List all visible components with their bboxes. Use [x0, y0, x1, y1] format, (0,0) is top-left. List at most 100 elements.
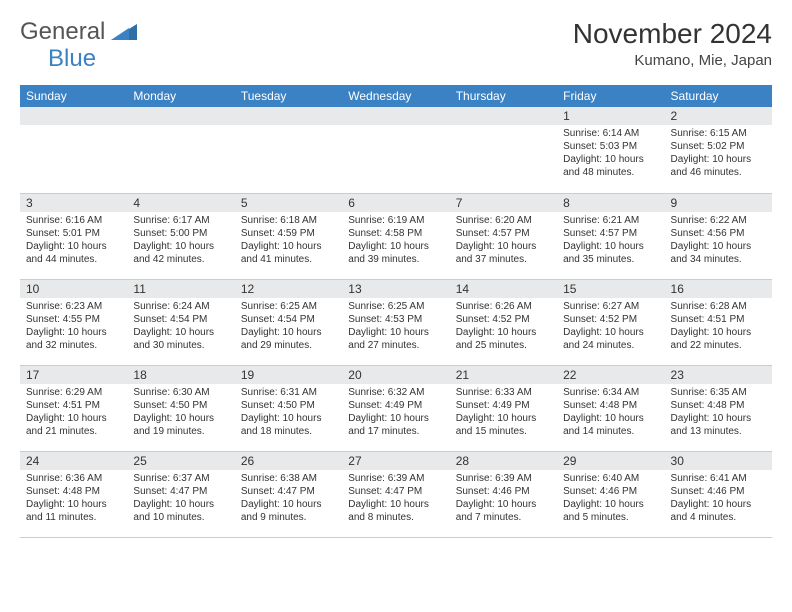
day-number: 7: [450, 194, 557, 212]
daylight-text-2: and 15 minutes.: [456, 425, 551, 438]
daylight-text-2: and 30 minutes.: [133, 339, 228, 352]
sunset-text: Sunset: 4:48 PM: [671, 399, 766, 412]
sunset-text: Sunset: 4:48 PM: [26, 485, 121, 498]
day-data: Sunrise: 6:39 AMSunset: 4:47 PMDaylight:…: [342, 470, 449, 528]
day-number: 3: [20, 194, 127, 212]
sunrise-text: Sunrise: 6:17 AM: [133, 214, 228, 227]
daylight-text-1: Daylight: 10 hours: [133, 498, 228, 511]
day-number: 21: [450, 366, 557, 384]
day-number: 11: [127, 280, 234, 298]
calendar-day-cell: 13Sunrise: 6:25 AMSunset: 4:53 PMDayligh…: [342, 279, 449, 365]
daylight-text-1: Daylight: 10 hours: [563, 153, 658, 166]
sunset-text: Sunset: 4:56 PM: [671, 227, 766, 240]
calendar-day-cell: 6Sunrise: 6:19 AMSunset: 4:58 PMDaylight…: [342, 193, 449, 279]
calendar-week-row: 1Sunrise: 6:14 AMSunset: 5:03 PMDaylight…: [20, 107, 772, 193]
daylight-text-1: Daylight: 10 hours: [241, 240, 336, 253]
daylight-text-1: Daylight: 10 hours: [563, 498, 658, 511]
daylight-text-2: and 21 minutes.: [26, 425, 121, 438]
sunset-text: Sunset: 5:03 PM: [563, 140, 658, 153]
daylight-text-2: and 14 minutes.: [563, 425, 658, 438]
calendar-day-cell: 15Sunrise: 6:27 AMSunset: 4:52 PMDayligh…: [557, 279, 664, 365]
daylight-text-2: and 27 minutes.: [348, 339, 443, 352]
day-number: 23: [665, 366, 772, 384]
calendar-day-cell: 23Sunrise: 6:35 AMSunset: 4:48 PMDayligh…: [665, 365, 772, 451]
day-number: 10: [20, 280, 127, 298]
sunrise-text: Sunrise: 6:37 AM: [133, 472, 228, 485]
day-number: 4: [127, 194, 234, 212]
daylight-text-1: Daylight: 10 hours: [26, 498, 121, 511]
weekday-header: Saturday: [665, 85, 772, 107]
weekday-header: Monday: [127, 85, 234, 107]
daylight-text-2: and 5 minutes.: [563, 511, 658, 524]
daylight-text-2: and 48 minutes.: [563, 166, 658, 179]
sunrise-text: Sunrise: 6:14 AM: [563, 127, 658, 140]
day-data: Sunrise: 6:18 AMSunset: 4:59 PMDaylight:…: [235, 212, 342, 270]
daylight-text-1: Daylight: 10 hours: [133, 326, 228, 339]
sunrise-text: Sunrise: 6:25 AM: [348, 300, 443, 313]
sunset-text: Sunset: 4:57 PM: [563, 227, 658, 240]
daylight-text-2: and 9 minutes.: [241, 511, 336, 524]
day-number: 27: [342, 452, 449, 470]
daylight-text-2: and 19 minutes.: [133, 425, 228, 438]
day-number: 25: [127, 452, 234, 470]
day-number: 13: [342, 280, 449, 298]
daylight-text-1: Daylight: 10 hours: [133, 240, 228, 253]
weekday-header: Friday: [557, 85, 664, 107]
sunrise-text: Sunrise: 6:29 AM: [26, 386, 121, 399]
calendar-day-cell: [342, 107, 449, 193]
daylight-text-2: and 34 minutes.: [671, 253, 766, 266]
sunrise-text: Sunrise: 6:36 AM: [26, 472, 121, 485]
calendar-day-cell: 4Sunrise: 6:17 AMSunset: 5:00 PMDaylight…: [127, 193, 234, 279]
day-number: 16: [665, 280, 772, 298]
daylight-text-2: and 41 minutes.: [241, 253, 336, 266]
daylight-text-1: Daylight: 10 hours: [26, 326, 121, 339]
day-data: Sunrise: 6:23 AMSunset: 4:55 PMDaylight:…: [20, 298, 127, 356]
calendar-day-cell: 5Sunrise: 6:18 AMSunset: 4:59 PMDaylight…: [235, 193, 342, 279]
day-number: 29: [557, 452, 664, 470]
day-number: 8: [557, 194, 664, 212]
day-data: Sunrise: 6:30 AMSunset: 4:50 PMDaylight:…: [127, 384, 234, 442]
calendar-day-cell: 27Sunrise: 6:39 AMSunset: 4:47 PMDayligh…: [342, 451, 449, 537]
calendar-day-cell: 9Sunrise: 6:22 AMSunset: 4:56 PMDaylight…: [665, 193, 772, 279]
daylight-text-1: Daylight: 10 hours: [133, 412, 228, 425]
sunset-text: Sunset: 4:52 PM: [456, 313, 551, 326]
daylight-text-1: Daylight: 10 hours: [241, 326, 336, 339]
day-data: Sunrise: 6:41 AMSunset: 4:46 PMDaylight:…: [665, 470, 772, 528]
sunrise-text: Sunrise: 6:22 AM: [671, 214, 766, 227]
calendar-day-cell: 19Sunrise: 6:31 AMSunset: 4:50 PMDayligh…: [235, 365, 342, 451]
daylight-text-1: Daylight: 10 hours: [671, 498, 766, 511]
logo-text-general: General: [20, 18, 105, 46]
calendar-day-cell: [235, 107, 342, 193]
sunrise-text: Sunrise: 6:15 AM: [671, 127, 766, 140]
day-number: 28: [450, 452, 557, 470]
calendar-day-cell: 10Sunrise: 6:23 AMSunset: 4:55 PMDayligh…: [20, 279, 127, 365]
calendar-week-row: 3Sunrise: 6:16 AMSunset: 5:01 PMDaylight…: [20, 193, 772, 279]
daylight-text-1: Daylight: 10 hours: [26, 412, 121, 425]
daylight-text-2: and 4 minutes.: [671, 511, 766, 524]
daylight-text-2: and 44 minutes.: [26, 253, 121, 266]
sunset-text: Sunset: 4:49 PM: [348, 399, 443, 412]
sunrise-text: Sunrise: 6:18 AM: [241, 214, 336, 227]
sunset-text: Sunset: 4:47 PM: [241, 485, 336, 498]
day-data: Sunrise: 6:22 AMSunset: 4:56 PMDaylight:…: [665, 212, 772, 270]
logo-text-blue: Blue: [48, 45, 96, 72]
calendar-day-cell: 2Sunrise: 6:15 AMSunset: 5:02 PMDaylight…: [665, 107, 772, 193]
calendar-day-cell: 22Sunrise: 6:34 AMSunset: 4:48 PMDayligh…: [557, 365, 664, 451]
daylight-text-2: and 35 minutes.: [563, 253, 658, 266]
daylight-text-1: Daylight: 10 hours: [456, 240, 551, 253]
daylight-text-2: and 46 minutes.: [671, 166, 766, 179]
daylight-text-2: and 13 minutes.: [671, 425, 766, 438]
sunset-text: Sunset: 4:59 PM: [241, 227, 336, 240]
daylight-text-1: Daylight: 10 hours: [671, 153, 766, 166]
day-number: 15: [557, 280, 664, 298]
day-number: 6: [342, 194, 449, 212]
day-data: Sunrise: 6:34 AMSunset: 4:48 PMDaylight:…: [557, 384, 664, 442]
calendar-day-cell: 16Sunrise: 6:28 AMSunset: 4:51 PMDayligh…: [665, 279, 772, 365]
calendar-day-cell: 12Sunrise: 6:25 AMSunset: 4:54 PMDayligh…: [235, 279, 342, 365]
weekday-header: Wednesday: [342, 85, 449, 107]
calendar-day-cell: 30Sunrise: 6:41 AMSunset: 4:46 PMDayligh…: [665, 451, 772, 537]
daylight-text-1: Daylight: 10 hours: [671, 240, 766, 253]
sunrise-text: Sunrise: 6:30 AM: [133, 386, 228, 399]
daylight-text-1: Daylight: 10 hours: [456, 326, 551, 339]
day-data: Sunrise: 6:28 AMSunset: 4:51 PMDaylight:…: [665, 298, 772, 356]
